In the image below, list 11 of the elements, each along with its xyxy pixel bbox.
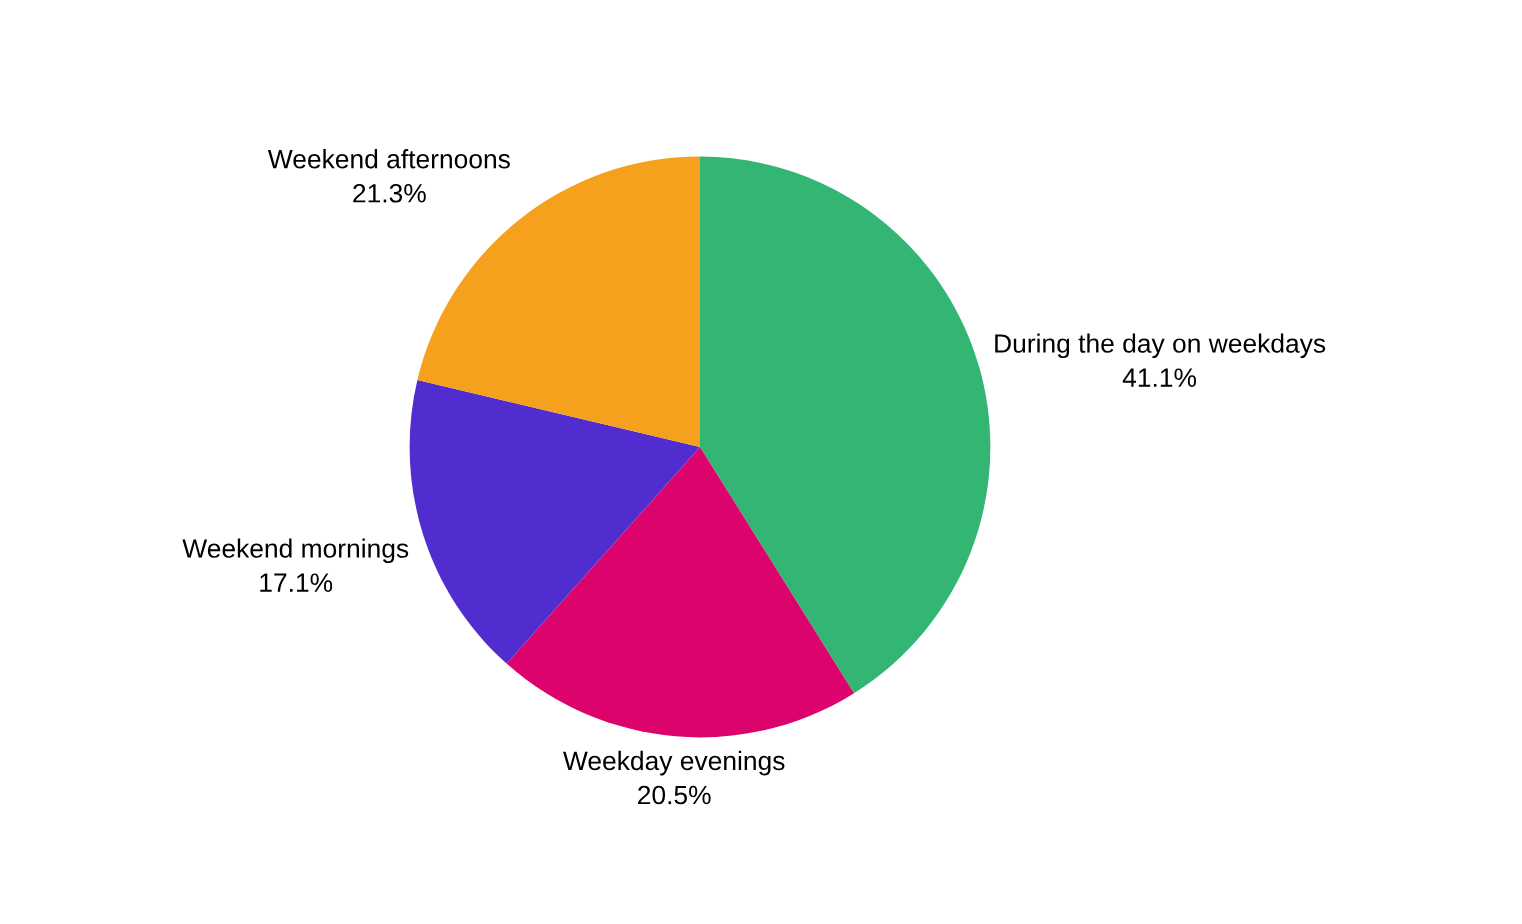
- data-label: 21.3%: [353, 183, 426, 203]
- pie-slice: [409, 380, 700, 664]
- data-label: 20.5%: [638, 785, 711, 805]
- pie-slice: [506, 447, 855, 738]
- slice-label: Weekend afternoons: [267, 149, 510, 169]
- slice-label: Weekday evenings: [563, 750, 785, 776]
- pie-slice: [700, 156, 991, 694]
- data-label: 41.1%: [1122, 368, 1197, 387]
- data-label: 17.1%: [260, 573, 333, 592]
- slice-label: Weekend mornings: [182, 538, 409, 564]
- slice-label: During the day on weekdays: [995, 333, 1326, 359]
